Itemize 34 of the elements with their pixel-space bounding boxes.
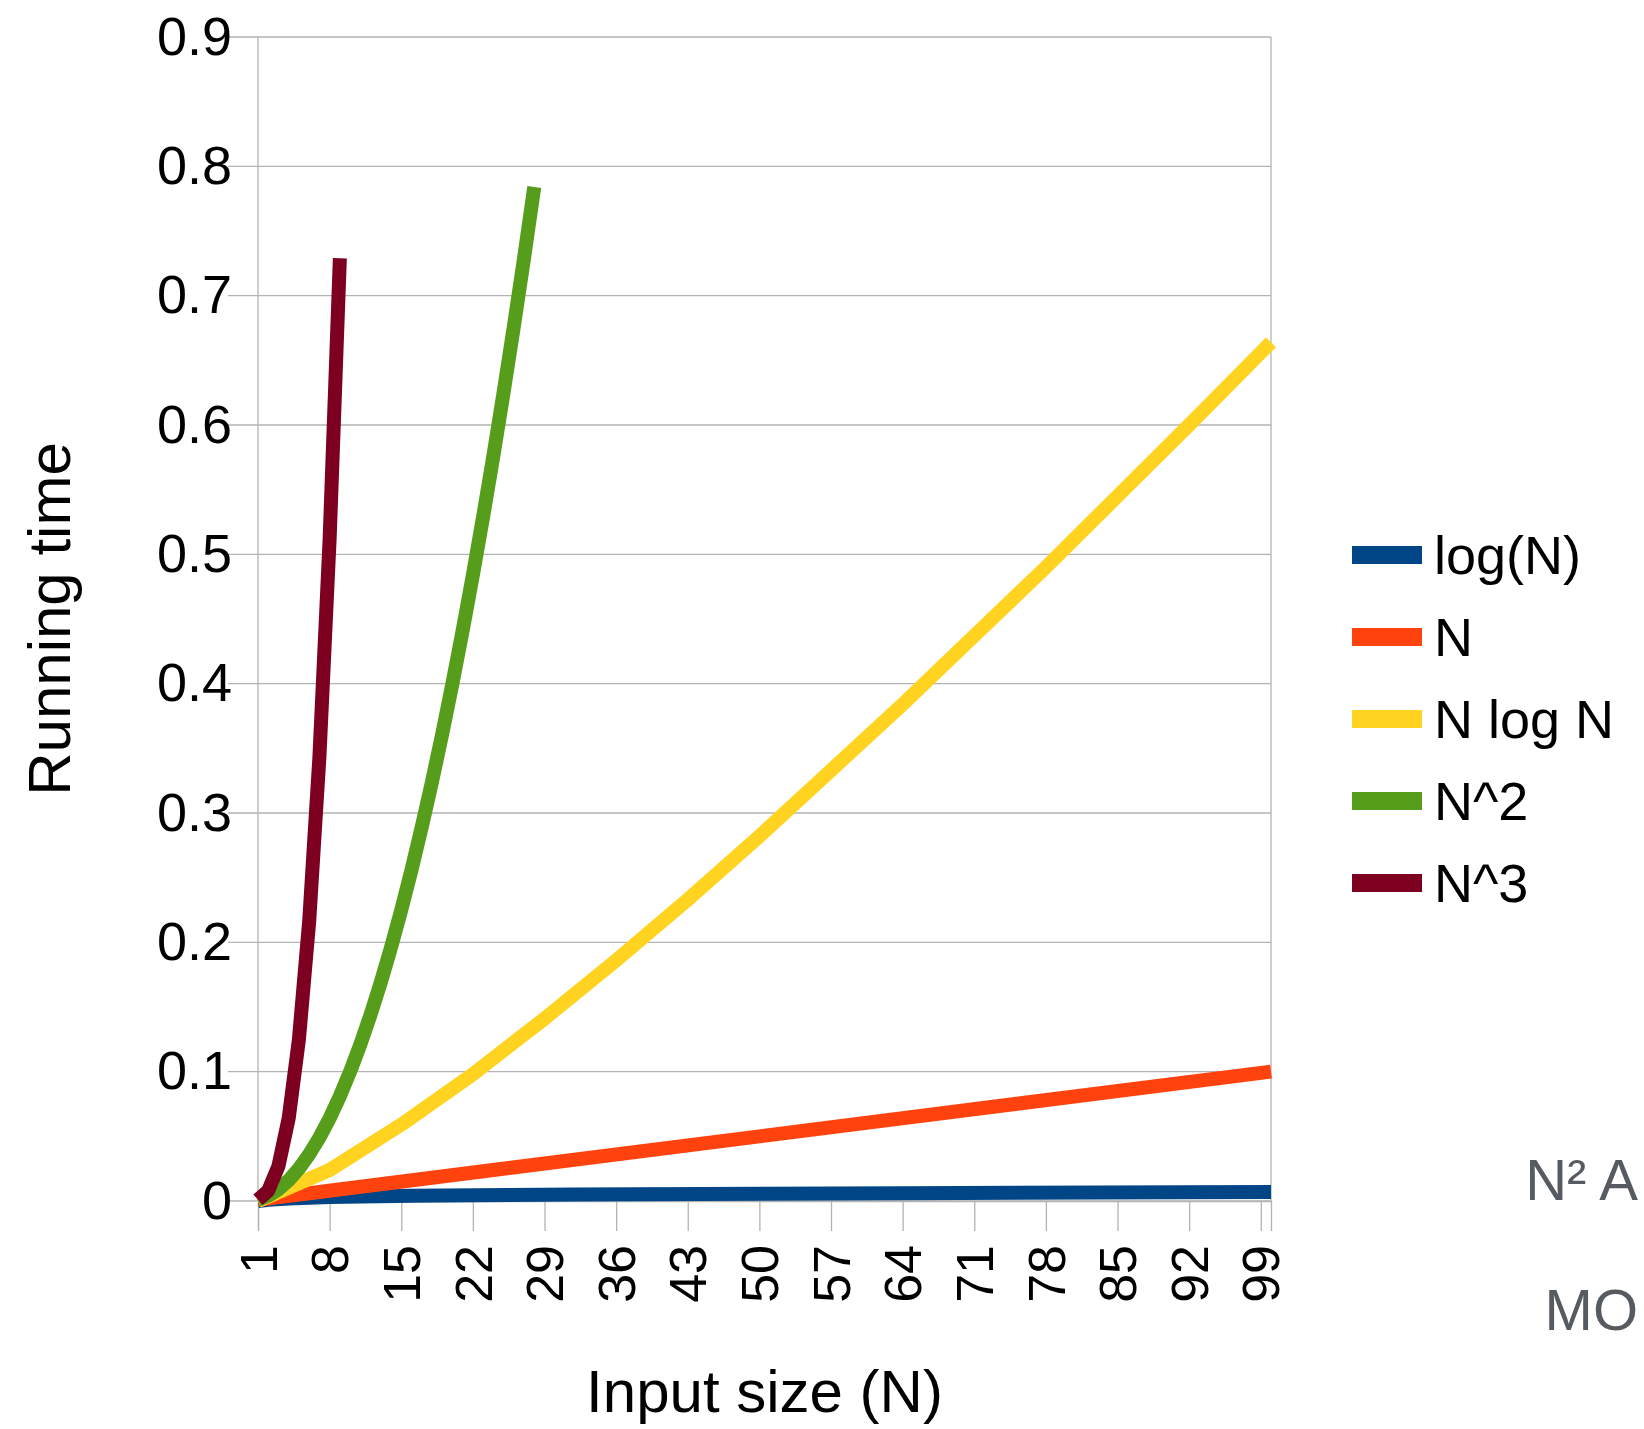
x-tick-label: 15 (372, 1245, 431, 1303)
y-tick-label: 0.5 (156, 523, 232, 584)
x-tick-label: 71 (945, 1245, 1004, 1303)
y-axis-title: Running time (16, 442, 83, 796)
legend-label: N (1434, 606, 1473, 667)
x-tick-label: 92 (1160, 1245, 1219, 1303)
text: N² A (1525, 1147, 1639, 1212)
x-tick-label: 29 (516, 1245, 575, 1303)
y-tick-label: 0.8 (156, 135, 232, 196)
x-tick-label: 43 (659, 1245, 718, 1303)
x-tick-label: 57 (802, 1245, 861, 1303)
x-tick-label: 22 (444, 1245, 503, 1303)
x-tick-label: 1 (229, 1245, 288, 1274)
y-tick-label: 0.2 (156, 911, 232, 972)
x-tick-label: 99 (1232, 1245, 1291, 1303)
y-tick-label: 0.1 (156, 1040, 232, 1101)
x-tick-label: 8 (301, 1245, 360, 1274)
x-tick-label: 50 (731, 1245, 790, 1303)
y-tick-label: 0.4 (156, 652, 232, 713)
legend-label: N log N (1434, 688, 1615, 749)
text: MO (1544, 1277, 1638, 1342)
x-tick-label: 36 (587, 1245, 646, 1303)
y-tick-label: 0.9 (156, 5, 232, 66)
x-axis-title: Input size (N) (586, 1358, 943, 1425)
y-tick-label: 0.3 (156, 781, 232, 842)
y-tick-label: 0 (201, 1169, 232, 1230)
x-tick-label: 85 (1089, 1245, 1148, 1303)
legend-label: log(N) (1434, 524, 1582, 585)
x-tick-label: 78 (1017, 1245, 1076, 1303)
y-tick-label: 0.7 (156, 264, 232, 325)
y-tick-label: 0.6 (156, 393, 232, 454)
x-tick-label: 64 (874, 1245, 933, 1303)
legend-label: N^3 (1434, 852, 1529, 913)
legend-label: N^2 (1434, 770, 1529, 831)
